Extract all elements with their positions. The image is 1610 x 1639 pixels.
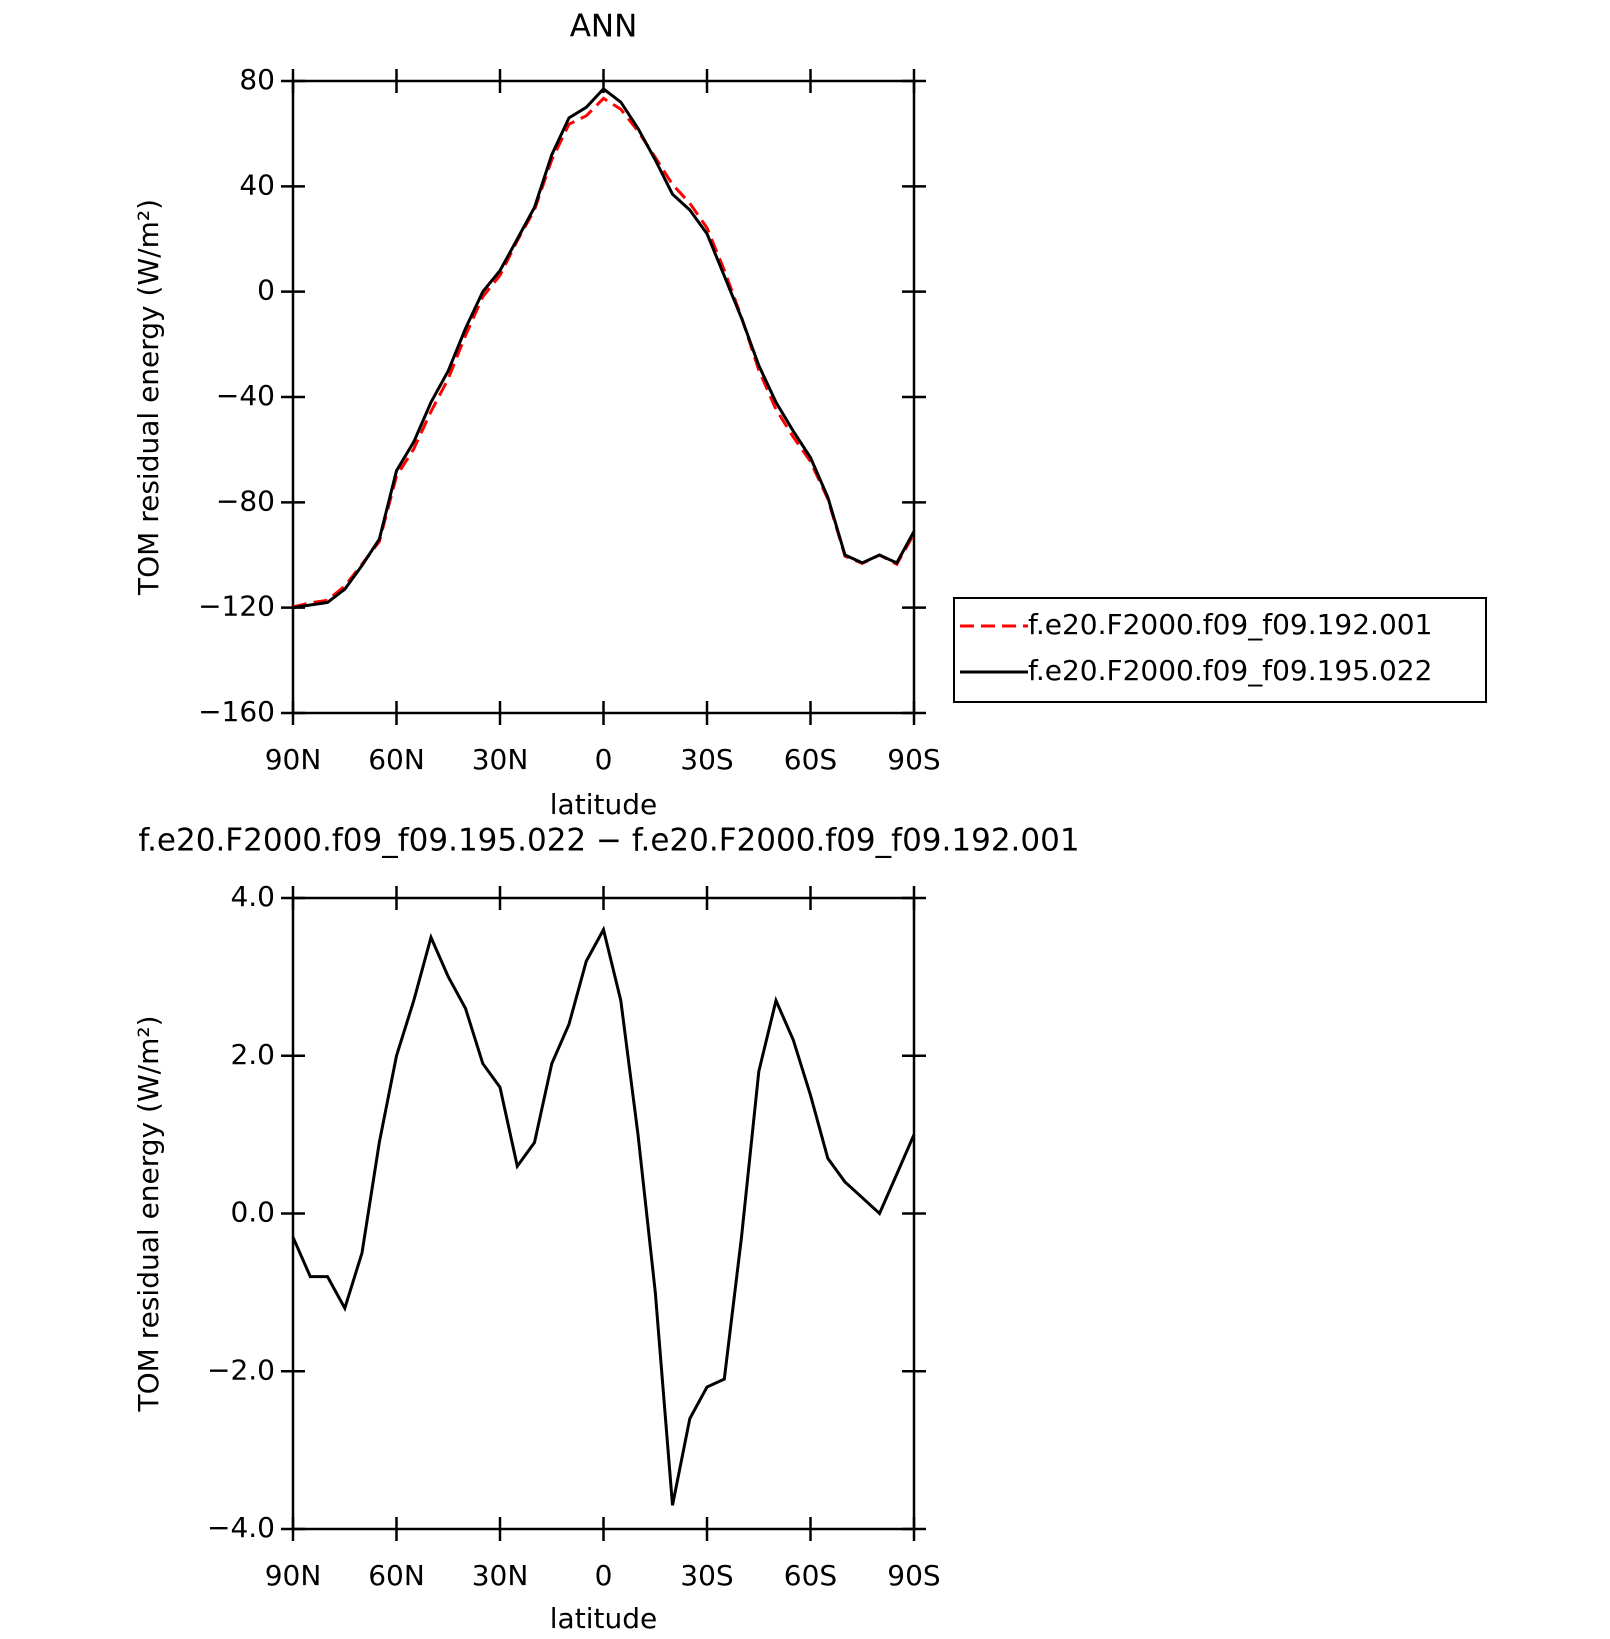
y-tick-label: −80 <box>216 484 275 517</box>
y-tick-label: 40 <box>239 168 275 201</box>
x-tick-label: 90N <box>265 1559 322 1592</box>
x-tick-label: 0 <box>595 1559 613 1592</box>
plot-frame <box>291 896 916 1531</box>
x-tick-label: 90S <box>887 1559 940 1592</box>
y-tick-label: 2.0 <box>230 1038 275 1071</box>
y-tick-label: −2.0 <box>207 1353 275 1386</box>
x-tick-label: 90S <box>887 743 940 776</box>
x-tick-label: 60S <box>784 743 837 776</box>
plot-frame <box>291 79 916 715</box>
x-tick-label: 30S <box>680 743 733 776</box>
x-tick-label: 60S <box>784 1559 837 1592</box>
legend-label: f.e20.F2000.f09_f09.192.001 <box>1028 608 1432 641</box>
x-tick-label: 30N <box>472 743 529 776</box>
y-axis-label: TOM residual energy (W/m²) <box>132 199 165 596</box>
data-line <box>291 925 916 1506</box>
y-tick-label: −120 <box>198 590 275 623</box>
y-axis-label: TOM residual energy (W/m²) <box>132 1016 165 1413</box>
legend-label: f.e20.F2000.f09_f09.195.022 <box>1028 654 1432 687</box>
y-tick-label: −160 <box>198 695 275 728</box>
y-tick-label: 80 <box>239 63 275 96</box>
chart-title: ANN <box>570 9 638 45</box>
x-tick-label: 30S <box>680 1559 733 1592</box>
y-tick-label: −40 <box>216 379 275 412</box>
x-tick-label: 60N <box>368 1559 425 1592</box>
x-axis-label: latitude <box>550 788 657 821</box>
x-tick-label: 90N <box>265 743 322 776</box>
x-tick-label: 60N <box>368 743 425 776</box>
y-tick-label: 0 <box>257 274 275 307</box>
legend-box <box>953 597 1487 703</box>
y-tick-label: −4.0 <box>207 1511 275 1544</box>
x-axis-label: latitude <box>550 1602 657 1635</box>
x-tick-label: 30N <box>472 1559 529 1592</box>
data-line <box>292 96 916 609</box>
chart-title: f.e20.F2000.f09_f09.195.022 − f.e20.F200… <box>138 823 1079 859</box>
y-tick-label: 4.0 <box>230 880 275 913</box>
data-line <box>292 86 916 610</box>
y-tick-label: 0.0 <box>230 1196 275 1229</box>
x-tick-label: 0 <box>595 743 613 776</box>
